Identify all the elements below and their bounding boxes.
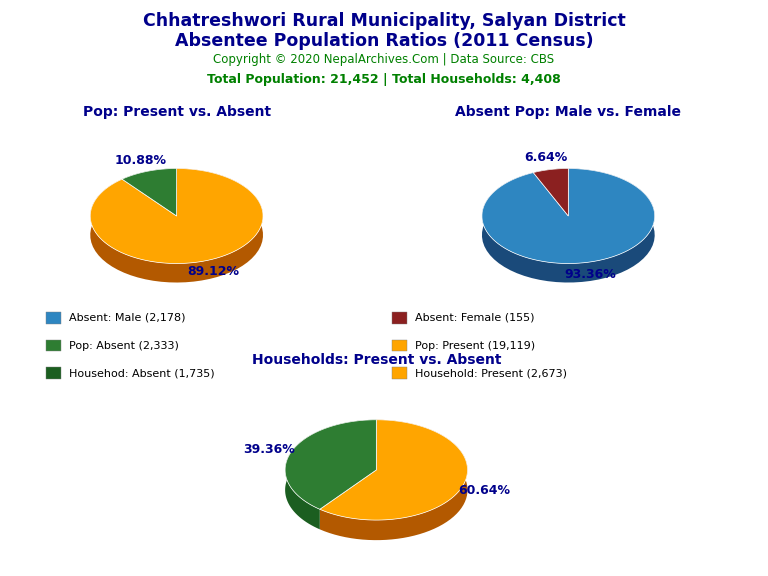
Text: Pop: Absent (2,333): Pop: Absent (2,333)	[69, 340, 179, 351]
Text: Househod: Absent (1,735): Househod: Absent (1,735)	[69, 368, 215, 378]
Text: 6.64%: 6.64%	[525, 151, 568, 164]
Text: 39.36%: 39.36%	[243, 443, 294, 456]
Text: Pop: Present (19,119): Pop: Present (19,119)	[415, 340, 535, 351]
Polygon shape	[319, 420, 468, 540]
Polygon shape	[482, 168, 654, 263]
Text: 93.36%: 93.36%	[564, 268, 617, 281]
Text: Copyright © 2020 NepalArchives.Com | Data Source: CBS: Copyright © 2020 NepalArchives.Com | Dat…	[214, 53, 554, 66]
Polygon shape	[122, 168, 177, 198]
Text: Households: Present vs. Absent: Households: Present vs. Absent	[252, 353, 501, 367]
Text: Total Population: 21,452 | Total Households: 4,408: Total Population: 21,452 | Total Househo…	[207, 73, 561, 86]
Text: 60.64%: 60.64%	[458, 484, 510, 497]
Text: 89.12%: 89.12%	[187, 266, 239, 278]
Polygon shape	[482, 168, 654, 282]
Text: Chhatreshwori Rural Municipality, Salyan District: Chhatreshwori Rural Municipality, Salyan…	[143, 12, 625, 29]
Polygon shape	[533, 168, 568, 192]
Polygon shape	[91, 168, 263, 282]
Text: Household: Present (2,673): Household: Present (2,673)	[415, 368, 567, 378]
Text: Absent: Male (2,178): Absent: Male (2,178)	[69, 313, 186, 323]
Polygon shape	[285, 420, 376, 529]
Polygon shape	[533, 168, 568, 216]
Text: Absent Pop: Male vs. Female: Absent Pop: Male vs. Female	[455, 105, 681, 119]
Polygon shape	[122, 168, 177, 216]
Text: Absentee Population Ratios (2011 Census): Absentee Population Ratios (2011 Census)	[174, 32, 594, 50]
Text: 10.88%: 10.88%	[114, 154, 167, 166]
Text: Absent: Female (155): Absent: Female (155)	[415, 313, 535, 323]
Text: Pop: Present vs. Absent: Pop: Present vs. Absent	[83, 105, 270, 119]
Polygon shape	[285, 420, 376, 509]
Polygon shape	[91, 168, 263, 263]
Polygon shape	[319, 420, 468, 520]
